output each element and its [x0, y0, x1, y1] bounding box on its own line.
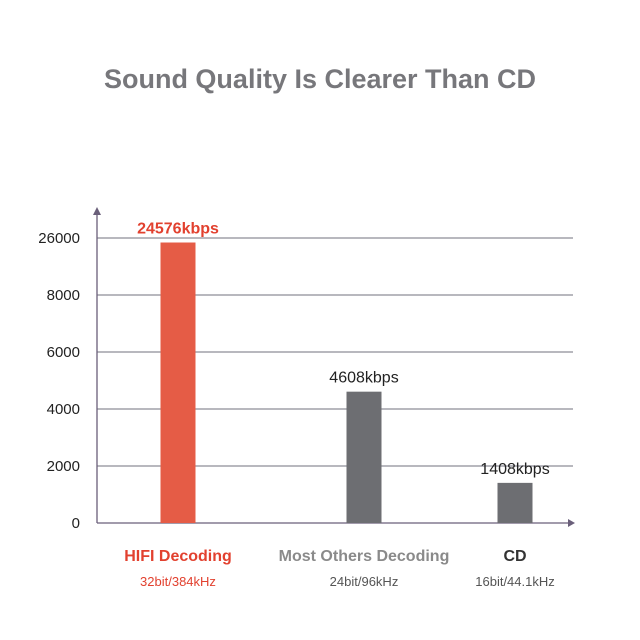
category-label: HIFI Decoding [124, 548, 232, 565]
bar [497, 482, 533, 523]
data-label: 24576kbps [137, 221, 219, 238]
y-tick-label: 6000 [47, 344, 80, 361]
chart-title: Sound Quality Is Clearer Than CD [104, 64, 536, 94]
category-sublabel: 24bit/96kHz [330, 574, 399, 589]
y-tick-label: 4000 [47, 401, 80, 418]
data-label: 1408kbps [480, 461, 549, 478]
y-tick-label: 8000 [47, 287, 80, 304]
bar [346, 391, 382, 523]
y-tick-label: 0 [72, 515, 80, 532]
bar [160, 242, 196, 523]
y-tick-label: 26000 [38, 230, 80, 247]
category-label: Most Others Decoding [279, 548, 450, 565]
x-axis-arrow-icon [568, 519, 575, 527]
y-tick-label: 2000 [47, 458, 80, 475]
data-label: 4608kbps [329, 370, 398, 387]
y-axis-arrow-icon [93, 207, 101, 215]
category-sublabel: 32bit/384kHz [140, 574, 216, 589]
category-sublabel: 16bit/44.1kHz [475, 574, 555, 589]
category-label: CD [503, 548, 526, 565]
